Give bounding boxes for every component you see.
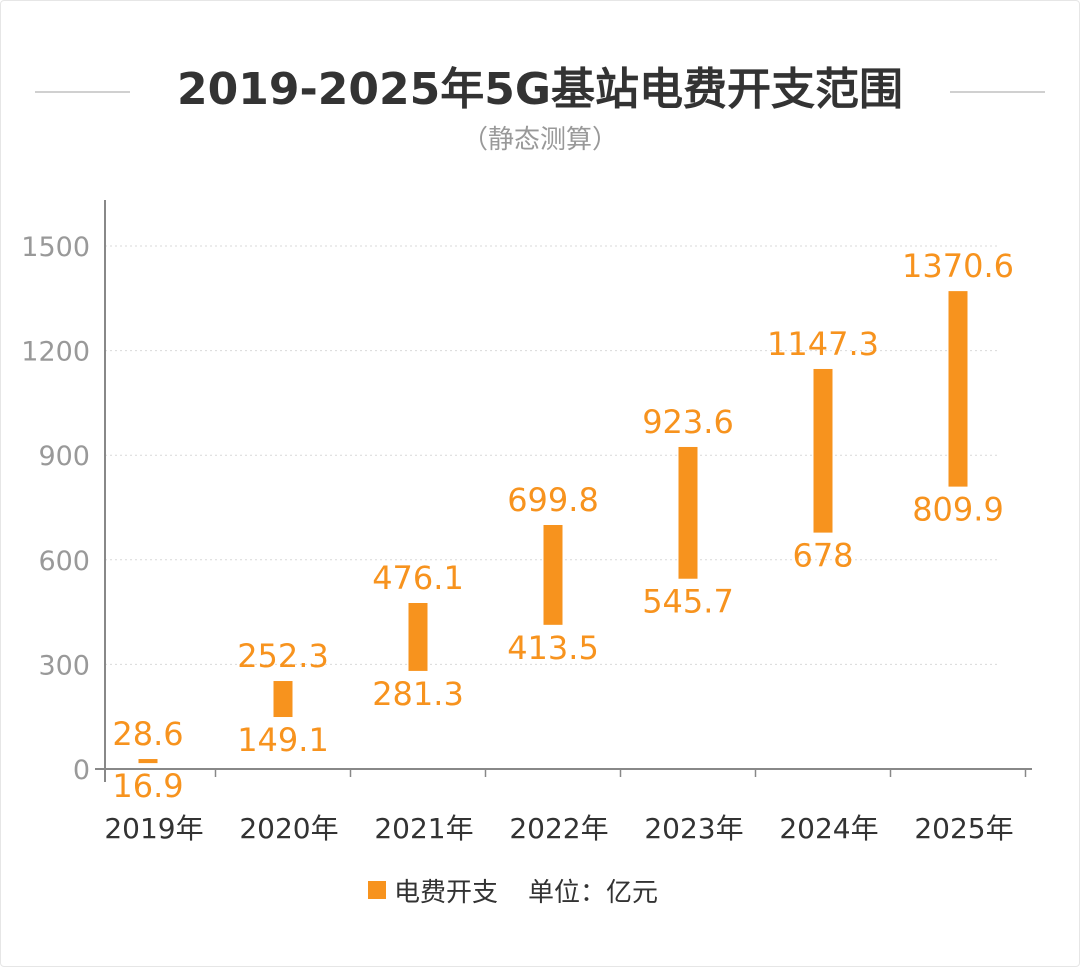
low-value-label: 545.7 bbox=[642, 583, 734, 621]
range-bar bbox=[138, 759, 158, 764]
chart-title: 2019-2025年5G基站电费开支范围 bbox=[177, 64, 903, 115]
high-value-label: 28.6 bbox=[112, 715, 183, 753]
low-value-label: 809.9 bbox=[912, 491, 1004, 529]
high-value-label: 1370.6 bbox=[902, 247, 1014, 285]
x-category-label: 2022年 bbox=[509, 812, 608, 845]
high-value-label: 1147.3 bbox=[767, 325, 879, 363]
y-tick-label: 300 bbox=[38, 650, 90, 681]
unit-label: 单位：亿元 bbox=[528, 877, 659, 908]
y-tick-label: 0 bbox=[73, 755, 90, 786]
low-value-label: 413.5 bbox=[507, 629, 599, 667]
y-tick-label: 600 bbox=[38, 546, 90, 577]
chart-subtitle: （静态测算） bbox=[461, 125, 618, 155]
high-value-label: 476.1 bbox=[372, 559, 464, 597]
x-category-label: 2020年 bbox=[239, 812, 338, 845]
low-value-label: 149.1 bbox=[237, 721, 329, 759]
range-bar bbox=[678, 446, 698, 579]
range-bar bbox=[408, 602, 428, 671]
chart-legend: 电费开支 单位：亿元 bbox=[368, 872, 658, 908]
range-bar bbox=[948, 291, 968, 487]
range-bar bbox=[273, 681, 293, 718]
legend-swatch bbox=[368, 881, 386, 899]
x-category-label: 2024年 bbox=[779, 812, 878, 845]
high-value-label: 699.8 bbox=[507, 481, 599, 519]
x-category-label: 2019年 bbox=[104, 812, 203, 845]
y-tick-label: 900 bbox=[38, 441, 90, 472]
high-value-label: 252.3 bbox=[237, 637, 329, 675]
x-category-label: 2021年 bbox=[374, 812, 473, 845]
legend-label: 电费开支 bbox=[394, 877, 499, 908]
x-category-label: 2023年 bbox=[644, 812, 743, 845]
range-bar bbox=[813, 368, 833, 533]
high-value-label: 923.6 bbox=[642, 403, 734, 441]
title-divider-right bbox=[950, 91, 1045, 93]
low-value-label: 678 bbox=[792, 537, 853, 575]
low-value-label: 281.3 bbox=[372, 675, 464, 713]
title-divider-left bbox=[35, 91, 130, 93]
y-tick-label: 1200 bbox=[21, 337, 90, 368]
low-value-label: 16.9 bbox=[112, 767, 183, 805]
x-category-label: 2025年 bbox=[914, 812, 1013, 845]
y-tick-label: 1500 bbox=[21, 232, 90, 263]
title-row: 2019-2025年5G基站电费开支范围 bbox=[0, 58, 1080, 122]
range-bar bbox=[543, 525, 563, 625]
